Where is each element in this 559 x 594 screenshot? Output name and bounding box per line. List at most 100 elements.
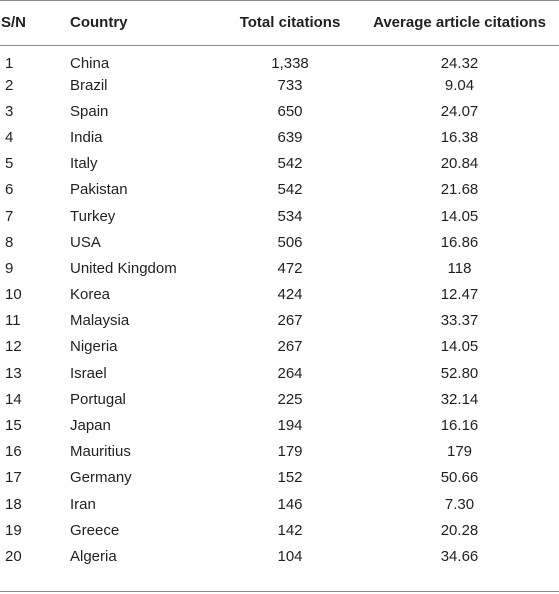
table-row: 8 USA 506 16.86 (0, 229, 559, 255)
cell-total-citations: 542 (277, 181, 303, 199)
cell-total-citations: 142 (277, 521, 303, 539)
cell-total-citations: 506 (277, 233, 303, 251)
cell-sn: 1 (5, 55, 14, 72)
cell-average-article-citations: 20.28 (440, 521, 479, 539)
table-row: 14 Portugal 225 32.14 (0, 386, 559, 412)
cell-average-article-citations: 9.04 (444, 76, 475, 94)
cell-country: Iran (70, 495, 96, 513)
cell-country: Brazil (70, 76, 108, 94)
cell-country: China (70, 55, 110, 72)
table-row: 5 Italy 542 20.84 (0, 151, 559, 177)
cell-total-citations: 1,338 (271, 55, 309, 72)
cell-sn: 19 (5, 521, 22, 539)
citations-table: S/N Country Total citations Average arti… (0, 0, 559, 570)
bottom-rule (0, 591, 559, 592)
cell-total-citations: 650 (277, 102, 303, 120)
cell-average-article-citations: 32.14 (440, 390, 479, 408)
cell-average-article-citations: 16.38 (440, 128, 479, 146)
cell-total-citations: 424 (277, 286, 303, 304)
table-row: 7 Turkey 534 14.05 (0, 203, 559, 229)
header-row: S/N Country Total citations Average arti… (0, 0, 559, 45)
cell-total-citations: 225 (277, 390, 303, 408)
cell-sn: 8 (5, 233, 14, 251)
cell-average-article-citations: 21.68 (440, 181, 479, 199)
cell-country: Greece (70, 521, 120, 539)
cell-country: Korea (70, 286, 111, 304)
cell-total-citations: 267 (277, 338, 303, 356)
cell-total-citations: 267 (277, 312, 303, 330)
table-row: 15 Japan 194 16.16 (0, 412, 559, 438)
cell-total-citations: 152 (277, 469, 303, 487)
cell-sn: 5 (5, 155, 14, 173)
table-row: 3 Spain 650 24.07 (0, 98, 559, 124)
cell-sn: 15 (5, 417, 22, 435)
table-row: 20 Algeria 104 34.66 (0, 543, 559, 569)
cell-total-citations: 472 (277, 259, 303, 277)
cell-country: Pakistan (70, 181, 128, 199)
table-row: 1 China 1,338 24.32 (0, 45, 559, 72)
cell-average-article-citations: 14.05 (440, 207, 479, 225)
cell-country: USA (70, 233, 101, 251)
cell-country: Malaysia (70, 312, 130, 330)
header-rule (0, 45, 559, 46)
cell-average-article-citations: 16.16 (440, 417, 479, 435)
table-row: 12 Nigeria 267 14.05 (0, 334, 559, 360)
cell-country: Spain (70, 102, 109, 120)
table-row: 6 Pakistan 542 21.68 (0, 177, 559, 203)
cell-sn: 9 (5, 259, 14, 277)
cell-sn: 18 (5, 495, 22, 513)
cell-sn: 11 (5, 312, 21, 330)
cell-total-citations: 639 (277, 128, 303, 146)
cell-total-citations: 534 (277, 207, 303, 225)
cell-average-article-citations: 24.32 (440, 55, 479, 72)
cell-sn: 2 (5, 76, 14, 94)
cell-total-citations: 264 (277, 364, 303, 382)
cell-country: Algeria (70, 547, 117, 565)
header-total-citations: Total citations (239, 14, 341, 31)
table-body: 1 China 1,338 24.32 2 Brazil 733 9.04 3 Spain 650 2… (0, 45, 559, 570)
cell-country: Nigeria (70, 338, 118, 356)
table-row: 9 United Kingdom 472 118 (0, 255, 559, 281)
cell-average-article-citations: 179 (446, 443, 473, 461)
cell-total-citations: 104 (277, 547, 303, 565)
cell-sn: 16 (5, 443, 22, 461)
table-row: 4 India 639 16.38 (0, 124, 559, 150)
cell-sn: 10 (5, 286, 22, 304)
cell-country: Israel (70, 364, 107, 382)
table-header: S/N Country Total citations Average arti… (0, 0, 559, 45)
table-row: 13 Israel 264 52.80 (0, 360, 559, 386)
cell-sn: 20 (5, 547, 22, 565)
table-row: 2 Brazil 733 9.04 (0, 72, 559, 98)
cell-average-article-citations: 24.07 (440, 102, 479, 120)
cell-total-citations: 179 (277, 443, 303, 461)
cell-total-citations: 194 (277, 417, 303, 435)
cell-sn: 17 (5, 469, 22, 487)
cell-total-citations: 733 (277, 76, 303, 94)
header-country: Country (70, 14, 128, 31)
cell-sn: 7 (5, 207, 14, 225)
table-row: 11 Malaysia 267 33.37 (0, 308, 559, 334)
cell-sn: 14 (5, 390, 22, 408)
table-row: 10 Korea 424 12.47 (0, 282, 559, 308)
cell-total-citations: 146 (277, 495, 303, 513)
cell-country: Mauritius (70, 443, 131, 461)
cell-country: Germany (70, 469, 132, 487)
header-average-article-citations: Average article citations (373, 14, 546, 31)
cell-average-article-citations: 34.66 (440, 547, 479, 565)
cell-average-article-citations: 50.66 (440, 469, 479, 487)
table-row: 17 Germany 152 50.66 (0, 465, 559, 491)
cell-average-article-citations: 14.05 (440, 338, 479, 356)
table-row: 18 Iran 146 7.30 (0, 491, 559, 517)
cell-average-article-citations: 52.80 (440, 364, 479, 382)
cell-country: India (70, 128, 103, 146)
cell-average-article-citations: 20.84 (440, 155, 479, 173)
header-sn: S/N (1, 14, 27, 31)
cell-average-article-citations: 33.37 (440, 312, 479, 330)
cell-sn: 13 (5, 364, 22, 382)
cell-average-article-citations: 118 (447, 259, 472, 277)
cell-country: Japan (70, 417, 111, 435)
cell-total-citations: 542 (277, 155, 303, 173)
cell-sn: 12 (5, 338, 22, 356)
table-row: 16 Mauritius 179 179 (0, 439, 559, 465)
